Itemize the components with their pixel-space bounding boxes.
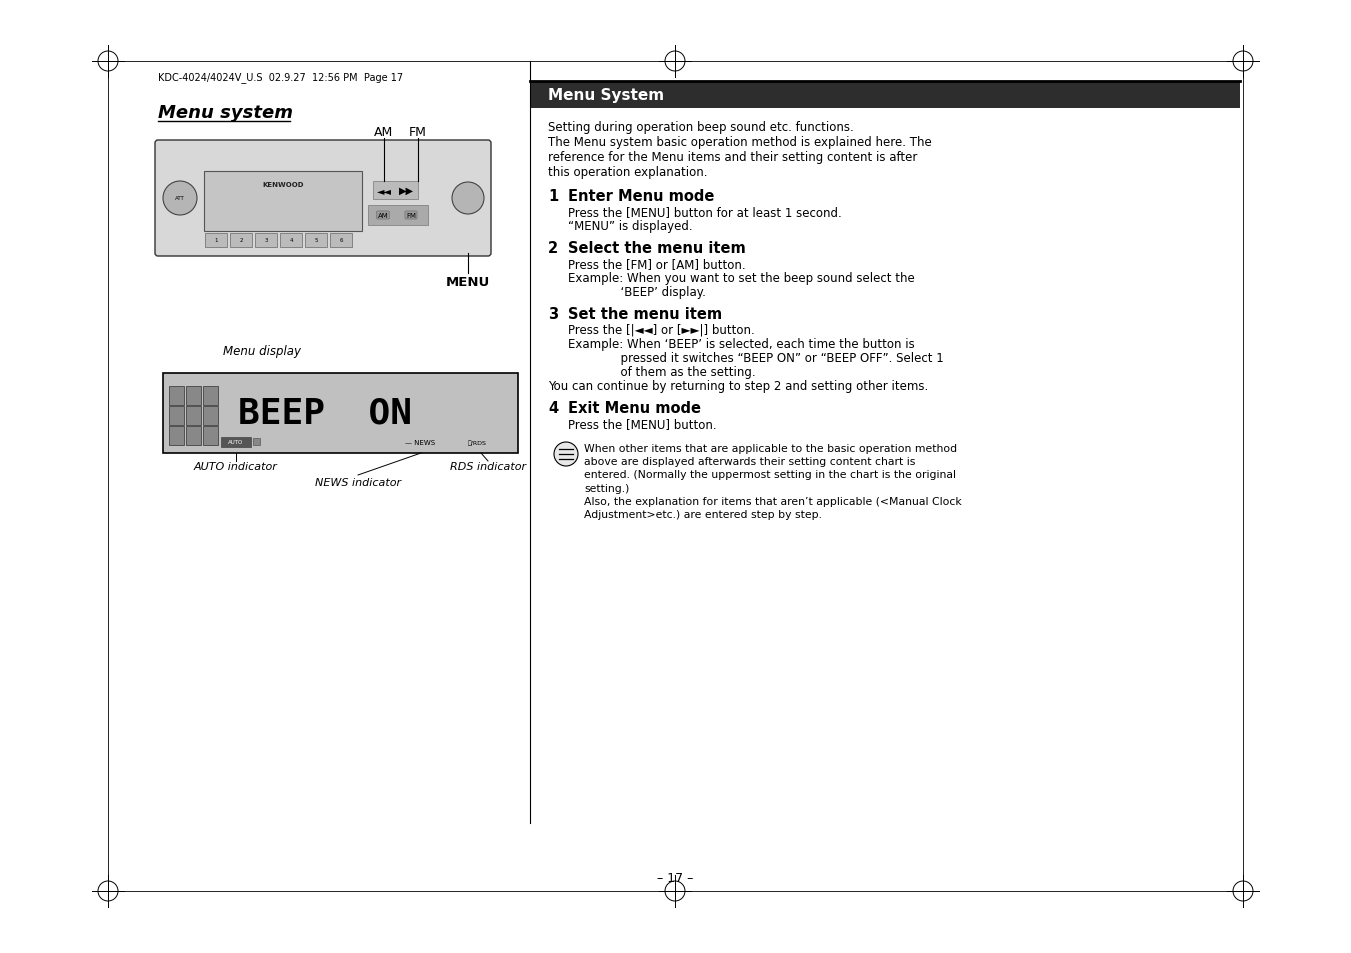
Text: Example: When ‘BEEP’ is selected, each time the button is: Example: When ‘BEEP’ is selected, each t… [567, 337, 915, 351]
Text: 3: 3 [549, 307, 558, 322]
Bar [367, 206, 428, 226]
Bar [280, 233, 303, 248]
Bar [203, 387, 218, 406]
Text: reference for the Menu items and their setting content is after: reference for the Menu items and their s… [549, 151, 917, 164]
Circle shape [163, 182, 197, 215]
Text: ◄◄: ◄◄ [377, 186, 392, 195]
Bar [203, 407, 218, 426]
Text: Select the menu item: Select the menu item [567, 241, 746, 255]
Bar [222, 437, 251, 448]
Text: BEEP  ON: BEEP ON [238, 396, 412, 431]
Text: Setting during operation beep sound etc. functions.: Setting during operation beep sound etc.… [549, 121, 854, 133]
Text: Adjustment>etc.) are entered step by step.: Adjustment>etc.) are entered step by ste… [584, 510, 821, 519]
Text: The Menu system basic operation method is explained here. The: The Menu system basic operation method i… [549, 136, 932, 149]
Text: When other items that are applicable to the basic operation method: When other items that are applicable to … [584, 443, 957, 454]
Text: ▶▶: ▶▶ [399, 186, 413, 195]
Text: RDS indicator: RDS indicator [450, 461, 526, 472]
Text: Press the [|◄◄] or [►►|] button.: Press the [|◄◄] or [►►|] button. [567, 324, 755, 336]
Text: Press the [FM] or [AM] button.: Press the [FM] or [AM] button. [567, 257, 746, 271]
Circle shape [453, 183, 484, 214]
Text: setting.): setting.) [584, 483, 630, 493]
Text: above are displayed afterwards their setting content chart is: above are displayed afterwards their set… [584, 456, 916, 467]
Text: 6: 6 [339, 238, 343, 243]
Bar [169, 427, 184, 446]
Text: 4: 4 [549, 400, 558, 416]
Bar [255, 233, 277, 248]
Bar [203, 427, 218, 446]
Text: 外/RDS: 外/RDS [467, 439, 486, 445]
Bar [163, 374, 517, 454]
Circle shape [554, 442, 578, 467]
Bar [230, 233, 253, 248]
Text: – 17 –: – 17 – [657, 872, 693, 884]
Text: 1: 1 [549, 189, 558, 204]
Text: AM: AM [378, 213, 388, 219]
Text: 2: 2 [549, 241, 558, 255]
Bar [186, 427, 201, 446]
Bar [253, 438, 259, 446]
Text: 2: 2 [239, 238, 243, 243]
Text: 3: 3 [265, 238, 267, 243]
Text: Exit Menu mode: Exit Menu mode [567, 400, 701, 416]
Text: Press the [MENU] button for at least 1 second.: Press the [MENU] button for at least 1 s… [567, 206, 842, 219]
Text: Menu system: Menu system [158, 104, 293, 122]
Text: AM: AM [374, 126, 393, 139]
Text: Enter Menu mode: Enter Menu mode [567, 189, 715, 204]
Text: Menu display: Menu display [223, 345, 301, 357]
Bar [330, 233, 353, 248]
Bar [305, 233, 327, 248]
Text: ‘BEEP’ display.: ‘BEEP’ display. [567, 286, 705, 298]
Text: — NEWS: — NEWS [405, 439, 435, 446]
Bar [169, 387, 184, 406]
Text: Press the [MENU] button.: Press the [MENU] button. [567, 417, 716, 431]
FancyBboxPatch shape [155, 141, 490, 256]
Bar [204, 172, 362, 232]
Bar [530, 82, 1240, 109]
Text: FM: FM [409, 126, 427, 139]
Text: “MENU” is displayed.: “MENU” is displayed. [567, 220, 693, 233]
Text: ATT: ATT [176, 196, 185, 201]
Text: KENWOOD: KENWOOD [262, 182, 304, 188]
Bar [186, 387, 201, 406]
Text: this operation explanation.: this operation explanation. [549, 166, 708, 179]
Text: 4: 4 [289, 238, 293, 243]
Text: FM: FM [407, 213, 416, 219]
Text: AUTO indicator: AUTO indicator [195, 461, 278, 472]
Text: Set the menu item: Set the menu item [567, 307, 723, 322]
Text: entered. (Normally the uppermost setting in the chart is the original: entered. (Normally the uppermost setting… [584, 470, 957, 480]
Text: of them as the setting.: of them as the setting. [567, 366, 755, 378]
Bar [169, 407, 184, 426]
Text: NEWS indicator: NEWS indicator [315, 477, 401, 488]
Text: 5: 5 [315, 238, 317, 243]
Text: pressed it switches “BEEP ON” or “BEEP OFF”. Select 1: pressed it switches “BEEP ON” or “BEEP O… [567, 352, 944, 365]
Bar [205, 233, 227, 248]
Text: KDC-4024/4024V_U.S  02.9.27  12:56 PM  Page 17: KDC-4024/4024V_U.S 02.9.27 12:56 PM Page… [158, 71, 403, 83]
Text: You can continue by returning to step 2 and setting other items.: You can continue by returning to step 2 … [549, 379, 928, 393]
Text: AUTO: AUTO [228, 440, 243, 445]
Text: Also, the explanation for items that aren’t applicable (<Manual Clock: Also, the explanation for items that are… [584, 497, 962, 506]
Text: MENU: MENU [446, 275, 490, 289]
Bar [373, 182, 417, 200]
Text: Menu System: Menu System [549, 88, 665, 103]
Text: 1: 1 [215, 238, 218, 243]
Bar [186, 407, 201, 426]
Text: Example: When you want to set the beep sound select the: Example: When you want to set the beep s… [567, 272, 915, 285]
